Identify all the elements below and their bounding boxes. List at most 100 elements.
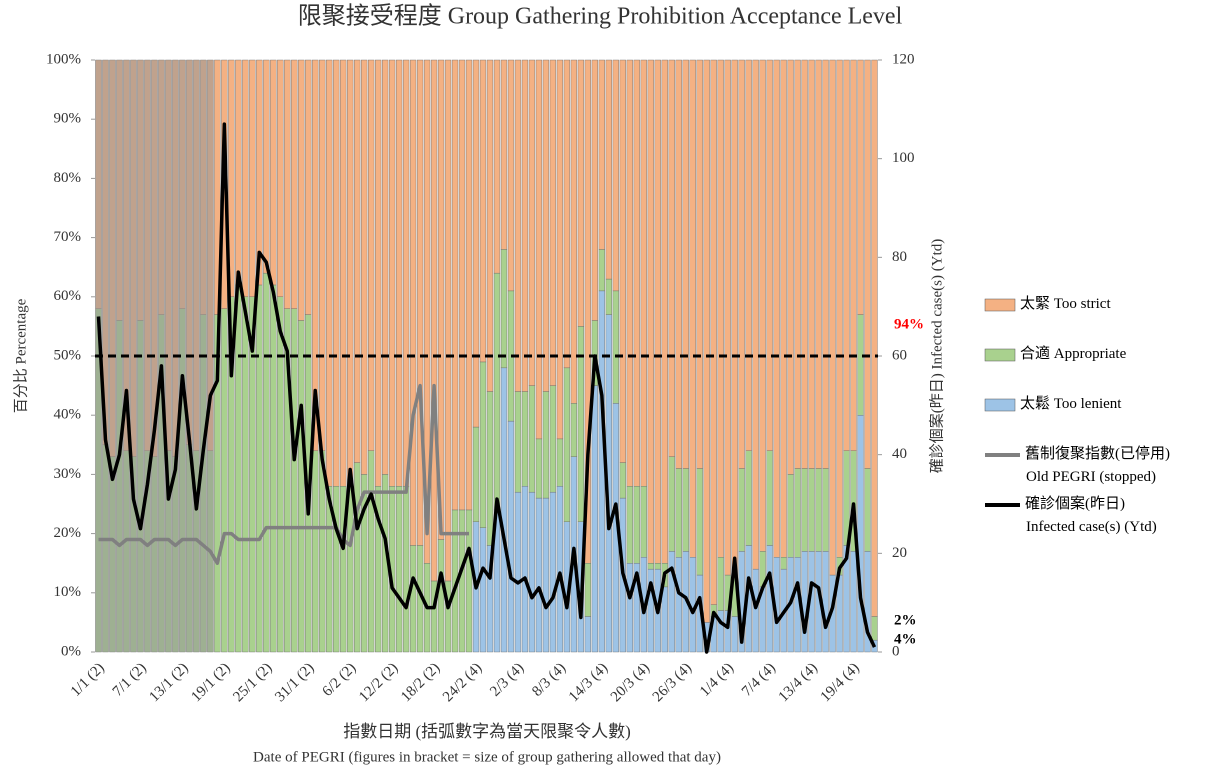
x-axis-label-2: Date of PEGRI (figures in bracket = size… (253, 749, 721, 765)
bar-segment (479, 59, 487, 363)
bar-segment (319, 59, 326, 451)
bar-segment (479, 361, 487, 528)
bar-segment (354, 59, 361, 463)
bar-segment (584, 59, 592, 564)
bar-segment (738, 468, 745, 552)
bar-segment (584, 563, 592, 617)
y-tick-label: 0% (61, 643, 81, 659)
y2-tick-label: 60 (892, 347, 907, 363)
bar-segment (871, 616, 878, 641)
bar-segment (808, 468, 815, 552)
y-axis-label: 百分比 Percentage (12, 298, 29, 413)
bar-segment (598, 59, 605, 250)
bar-segment (640, 486, 647, 558)
bar-segment (598, 249, 605, 292)
x-tick-label: 8/3 (4) (529, 660, 569, 700)
bar-segment (535, 59, 543, 440)
bar-segment (256, 59, 263, 286)
bar-segment (780, 557, 787, 570)
bar-segment (465, 59, 473, 511)
bar-segment (626, 59, 633, 487)
bar-segment (263, 59, 270, 274)
bar-segment (507, 59, 515, 292)
bar-segment (465, 509, 473, 653)
bar-segment (766, 450, 773, 546)
bar-segment (514, 391, 522, 493)
bar-segment (738, 59, 745, 469)
bar-segment (437, 539, 445, 653)
bar-segment (256, 284, 263, 653)
bar-segment (654, 59, 661, 564)
bar-segment (808, 59, 815, 469)
legend-swatch (984, 398, 1016, 412)
x-tick-label: 6/2 (2) (320, 660, 360, 700)
bar-segment (361, 59, 368, 475)
bar-segment (375, 59, 382, 487)
bar-segment (263, 272, 270, 653)
bar-segment (507, 420, 515, 653)
bar-segment (347, 59, 354, 487)
bar-segment (521, 59, 529, 392)
bar-segment (717, 59, 724, 558)
line-series (96, 122, 877, 654)
bar-segment (745, 59, 752, 451)
bar-segment (605, 278, 612, 315)
y2-axis-label: 確診個案(昨日) Infected case(s) (Ytd) (927, 239, 945, 474)
bar-segment (451, 59, 459, 511)
x-tick-label: 14/3 (4) (566, 660, 611, 705)
y2-tick-label: 40 (892, 446, 907, 462)
bar-segment (864, 468, 871, 552)
bar-segment (500, 249, 508, 369)
bar-segment (402, 486, 410, 653)
bar-segment (402, 59, 410, 487)
y-tick-label: 30% (54, 466, 82, 482)
legend-label: 合適 Appropriate (1020, 344, 1127, 362)
chart-title: 限聚接受程度 Group Gathering Prohibition Accep… (298, 3, 903, 30)
y2-tick-label: 0 (892, 643, 900, 659)
bar-segment (472, 59, 480, 428)
bar-segment (298, 59, 305, 321)
bar-segment (661, 59, 668, 564)
bar-segment (458, 509, 466, 653)
bar-segment (633, 59, 640, 487)
bar-segment (640, 59, 647, 487)
bar-segment (549, 491, 557, 653)
bar-segment (822, 551, 829, 653)
value-label: 2% (894, 612, 917, 628)
bar-segment (563, 367, 571, 522)
y-tick-label: 80% (54, 170, 82, 186)
bar-segment (619, 462, 626, 499)
bar-segment (696, 59, 703, 469)
bar-segment (326, 59, 333, 487)
bar-segment (214, 59, 221, 315)
x-tick-label: 26/3 (4) (650, 660, 695, 705)
bar-segment (598, 290, 605, 653)
legend-label: 太緊 Too strict (1020, 295, 1111, 312)
bar-segment (675, 59, 682, 469)
bar-segment (703, 59, 710, 623)
bar-segment (395, 486, 403, 653)
bar-segment (871, 59, 878, 617)
bar-segment (591, 385, 598, 653)
bar-segment (731, 59, 738, 576)
bar-segment (675, 557, 682, 653)
x-tick-label: 19/1 (2) (188, 660, 233, 705)
bar-segment (493, 59, 501, 274)
bar-segment (696, 468, 703, 576)
bar-segment (773, 59, 780, 558)
x-tick-label: 24/2 (4) (440, 660, 485, 705)
bar-segment (284, 59, 291, 309)
y2-tick-label: 80 (892, 249, 907, 265)
bar-segment (626, 563, 633, 653)
bar-segment (850, 59, 857, 451)
bar-segment (486, 59, 494, 392)
bar-segment (556, 486, 564, 653)
legend-label: 太鬆 Too lenient (1020, 395, 1122, 412)
bar-segment (612, 59, 619, 292)
x-tick-label: 20/3 (4) (608, 660, 653, 705)
bar-segment (277, 59, 284, 298)
bar-segment (570, 403, 578, 457)
bar-segment (815, 468, 822, 552)
bar-segment (437, 59, 445, 540)
bar-segment (368, 59, 375, 451)
